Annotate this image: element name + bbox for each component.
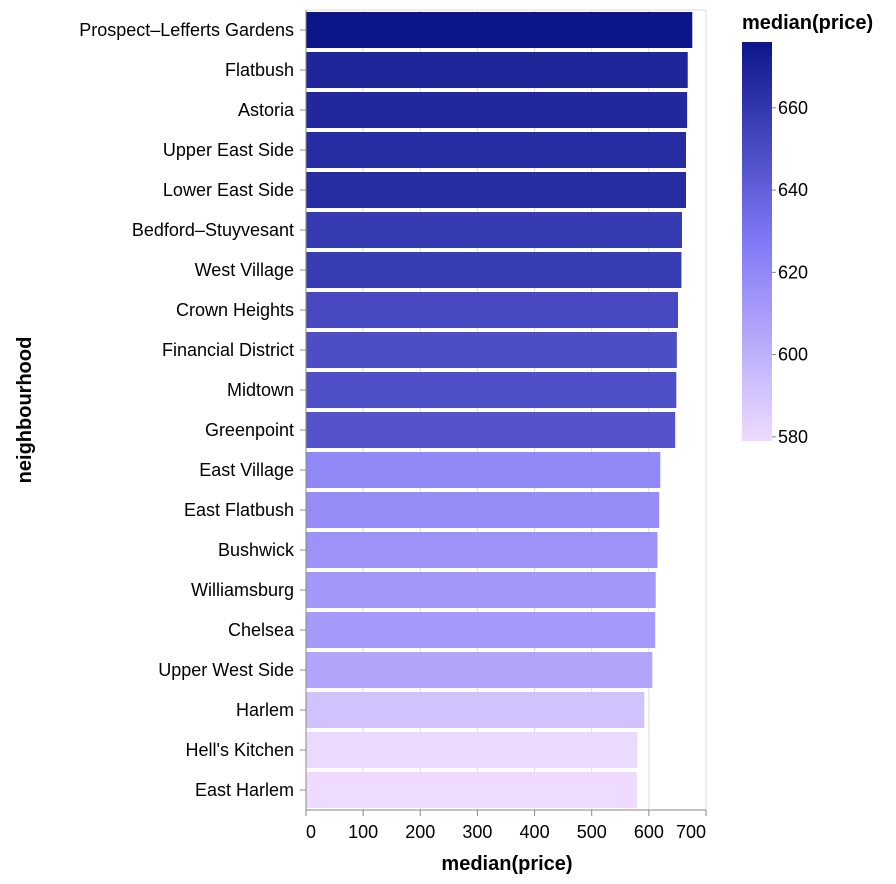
legend-title: median(price) — [742, 12, 873, 34]
bar — [306, 12, 693, 48]
y-tick-label: East Harlem — [195, 780, 294, 800]
y-tick-label: West Village — [195, 260, 294, 280]
legend-gradient-bar — [742, 42, 772, 441]
bar — [306, 92, 688, 128]
y-tick-label: Bedford–Stuyvesant — [132, 220, 294, 240]
bar — [306, 292, 678, 328]
bar — [306, 52, 688, 88]
bar — [306, 532, 658, 568]
bar — [306, 612, 656, 648]
legend-tick-label: 640 — [778, 180, 808, 200]
bar — [306, 652, 653, 688]
y-tick-label: Upper West Side — [158, 660, 294, 680]
bar — [306, 732, 638, 768]
y-tick-label: Astoria — [238, 100, 295, 120]
x-axis: 0 100 200 300 400 500 600 700 — [305, 809, 707, 842]
x-tick-label: 300 — [462, 822, 492, 842]
x-tick-label: 200 — [405, 822, 435, 842]
y-tick-label: Financial District — [162, 340, 294, 360]
y-tick-label: Bushwick — [218, 540, 295, 560]
bar — [306, 692, 645, 728]
y-tick-label: Williamsburg — [191, 580, 294, 600]
bar — [306, 372, 677, 408]
y-tick-label: Hell's Kitchen — [186, 740, 294, 760]
x-tick-label: 500 — [577, 822, 607, 842]
legend-tick-label: 600 — [778, 345, 808, 365]
x-tick-label: 0 — [306, 822, 316, 842]
y-tick-label: Crown Heights — [176, 300, 294, 320]
grid-lines — [305, 9, 707, 810]
bar — [306, 172, 686, 208]
bars — [306, 12, 693, 808]
y-axis: Prospect–Lefferts Gardens Flatbush Astoria… — [79, 10, 307, 810]
x-tick-label: 100 — [348, 822, 378, 842]
bar — [306, 252, 682, 288]
legend-ticks: 660 640 620 600 580 — [772, 98, 808, 447]
y-tick-label: Chelsea — [228, 620, 295, 640]
y-tick-label: East Village — [199, 460, 294, 480]
y-tick-label: Greenpoint — [205, 420, 294, 440]
x-tick-label: 700 — [676, 822, 706, 842]
y-tick-label: Harlem — [236, 700, 294, 720]
bar — [306, 572, 656, 608]
y-tick-label: East Flatbush — [184, 500, 294, 520]
legend: median(price) 660 640 620 600 580 — [742, 12, 873, 447]
y-tick-label: Prospect–Lefferts Gardens — [79, 20, 294, 40]
bar — [306, 492, 660, 528]
bar — [306, 212, 682, 248]
y-tick-label: Upper East Side — [163, 140, 294, 160]
x-axis-title: median(price) — [441, 853, 572, 875]
x-tick-label: 600 — [634, 822, 664, 842]
y-tick-label: Midtown — [227, 380, 294, 400]
legend-tick-label: 660 — [778, 98, 808, 118]
y-axis-title: neighbourhood — [14, 337, 36, 484]
x-tick-label: 400 — [520, 822, 550, 842]
legend-tick-label: 620 — [778, 262, 808, 282]
bar — [306, 412, 676, 448]
bar — [306, 452, 661, 488]
bar — [306, 132, 686, 168]
bar — [306, 332, 677, 368]
y-tick-label: Lower East Side — [163, 180, 294, 200]
bar — [306, 772, 637, 808]
y-tick-label: Flatbush — [225, 60, 294, 80]
legend-tick-label: 580 — [778, 427, 808, 447]
